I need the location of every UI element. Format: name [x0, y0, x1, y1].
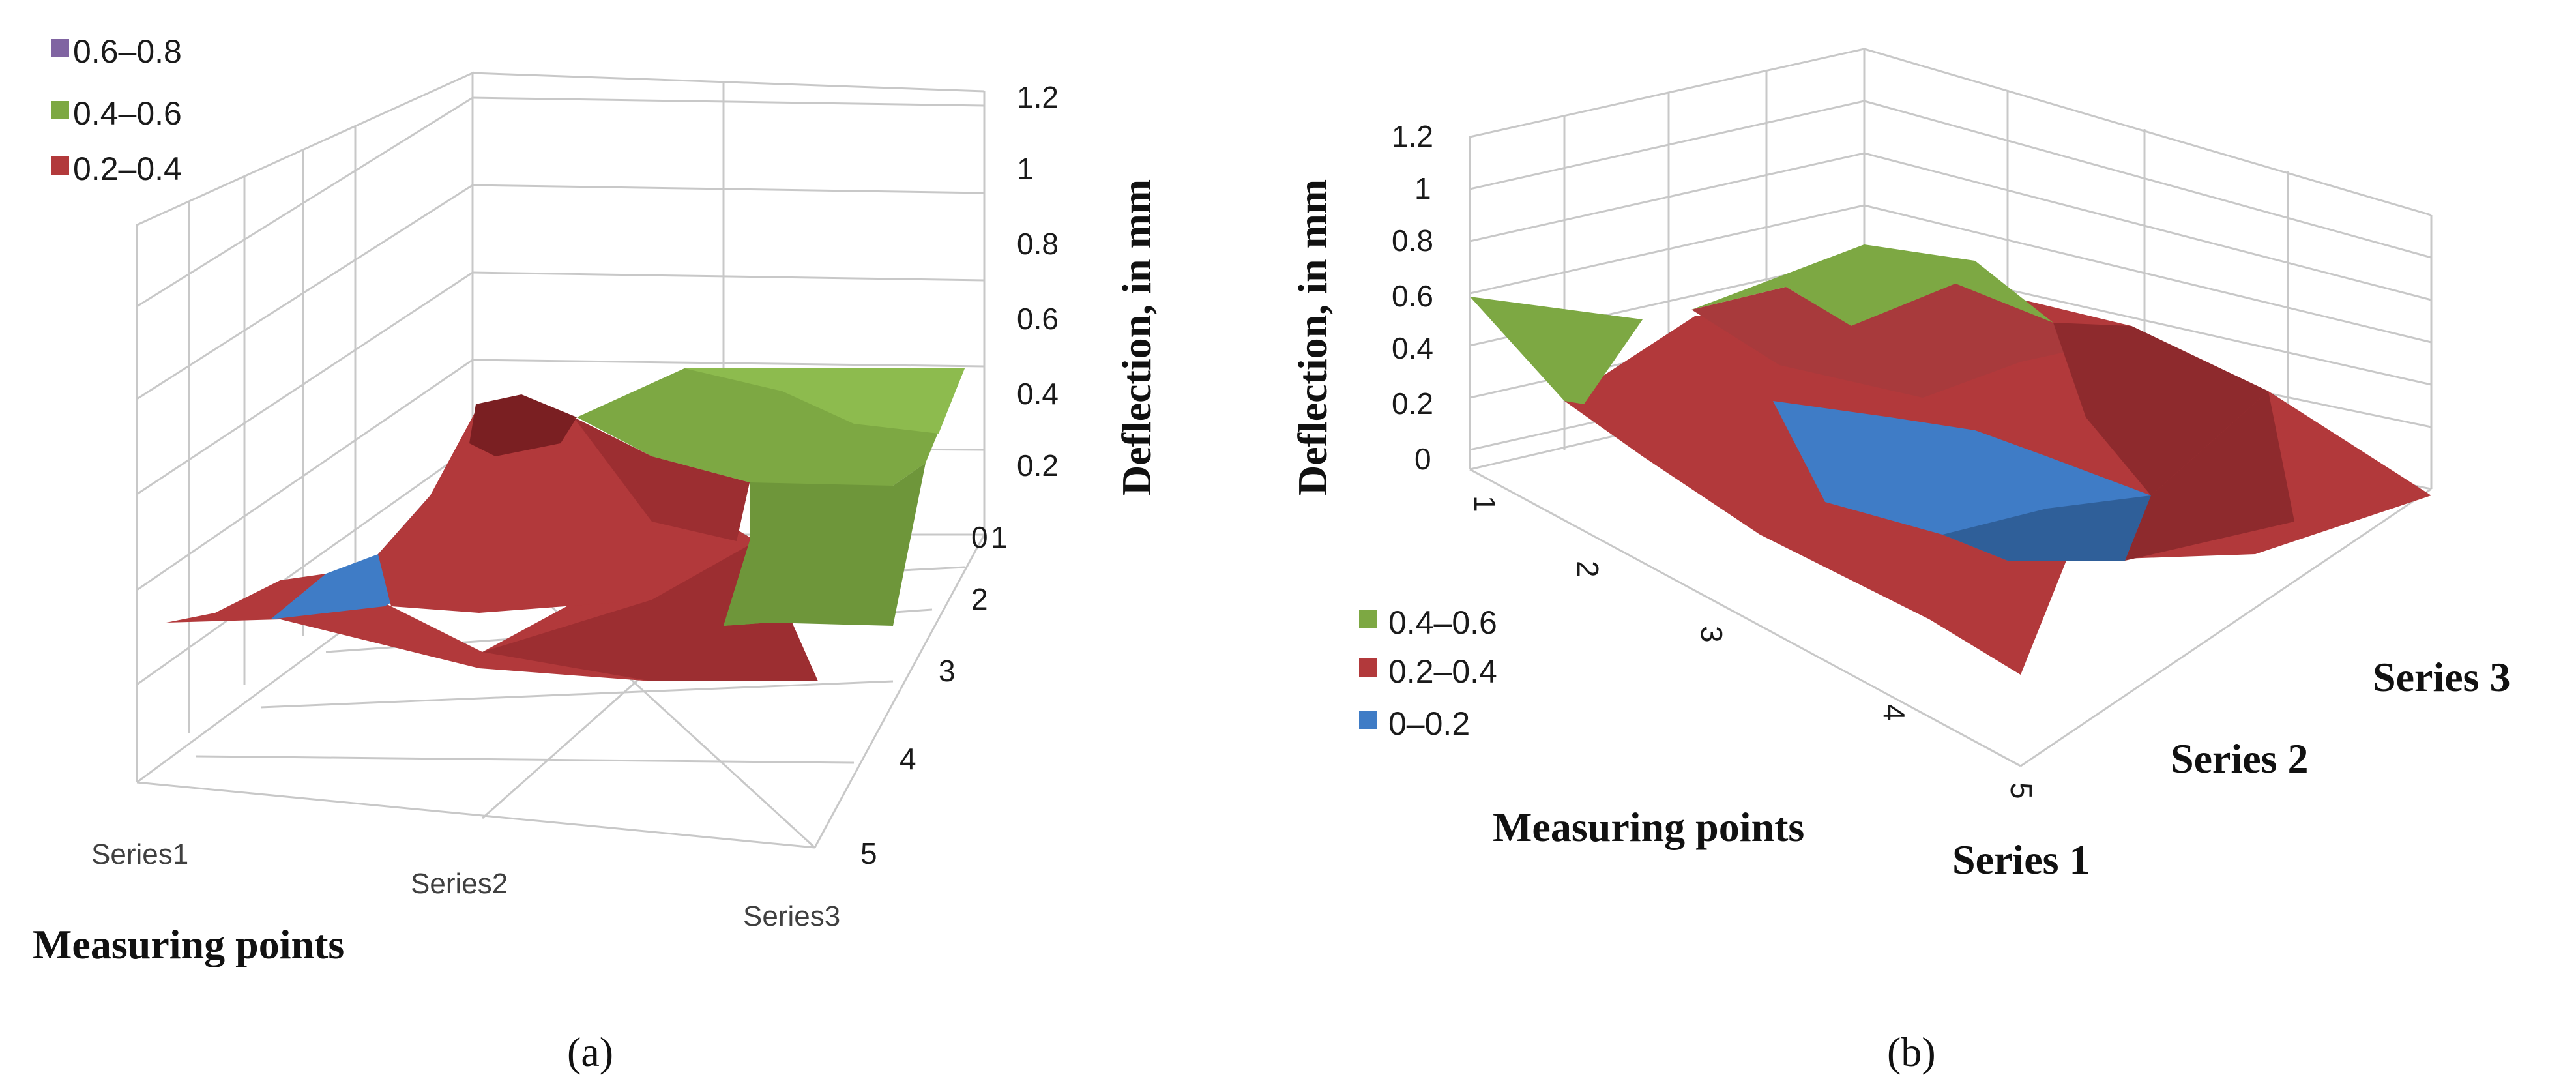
z-tick: 0.2 — [1392, 387, 1433, 421]
depth-tick: 1 — [1468, 495, 1502, 512]
legend-swatch-purple — [51, 39, 69, 57]
panel-a-legend-0: 0.6–0.8 — [73, 33, 182, 70]
depth-tick: 4 — [1877, 704, 1911, 721]
panel-a-surface — [166, 368, 965, 681]
category-label: Series 2 — [2171, 735, 2309, 782]
depth-tick: 3 — [1695, 626, 1729, 643]
panel-b-z-axis-title: Deflection, in mm — [1289, 179, 1336, 495]
z-tick: 0 — [1414, 442, 1431, 476]
z-tick: 0.8 — [1392, 224, 1433, 258]
panel-b-legend: 0.4–0.6 0.2–0.4 0–0.2 — [1359, 604, 1497, 742]
category-label: Series 3 — [2373, 654, 2511, 700]
panel-b-legend-0: 0.4–0.6 — [1388, 604, 1497, 641]
panel-a-z-axis-title: Deflection, in mm — [1113, 179, 1160, 495]
chart-panel-b: 0.4–0.6 0.2–0.4 0–0.2 1.2 1 0.8 0.6 0.4 … — [1289, 48, 2511, 1075]
depth-tick: 3 — [939, 654, 956, 688]
panel-a-category-labels: Series1 Series2 Series3 — [91, 838, 840, 932]
z-tick: 1.2 — [1017, 80, 1059, 114]
z-tick: 0 — [971, 520, 988, 554]
panel-b-depth-ticks: 1 2 3 4 5 — [1468, 495, 2038, 799]
category-label: Series 1 — [1952, 836, 2090, 883]
panel-a-legend-1: 0.4–0.6 — [73, 95, 182, 132]
depth-tick: 5 — [860, 836, 877, 870]
panel-b-legend-2: 0–0.2 — [1388, 705, 1470, 742]
panel-b-x-axis-title: Measuring points — [1493, 804, 1804, 850]
z-tick: 0.4 — [1392, 331, 1433, 365]
panel-a-caption: (a) — [567, 1029, 613, 1075]
category-label: Series1 — [91, 838, 188, 870]
depth-tick: 5 — [2004, 782, 2038, 799]
panel-a-x-axis-title: Measuring points — [33, 921, 344, 967]
legend-swatch-green — [51, 101, 69, 119]
legend-swatch-blue — [1359, 711, 1377, 729]
z-tick: 1 — [1017, 152, 1034, 186]
legend-swatch-green — [1359, 610, 1377, 628]
depth-tick: 1 — [991, 520, 1008, 554]
panel-a-z-ticks: 1.2 1 0.8 0.6 0.4 0.2 0 — [971, 80, 1059, 554]
z-tick: 0.2 — [1017, 449, 1059, 482]
z-tick: 0.4 — [1017, 377, 1059, 411]
panel-a-depth-ticks: 1 2 3 4 5 — [860, 520, 1008, 870]
panel-a-legend-2: 0.2–0.4 — [73, 151, 182, 187]
panel-b-caption: (b) — [1887, 1029, 1936, 1075]
z-tick: 0.6 — [1392, 279, 1433, 313]
category-label: Series2 — [411, 868, 508, 900]
panel-b-surface — [1470, 244, 2431, 675]
panel-b-category-labels: Series 1 Series 2 Series 3 — [1952, 654, 2511, 883]
panel-a-legend: 0.6–0.8 0.4–0.6 0.2–0.4 — [51, 33, 182, 187]
depth-tick: 2 — [1571, 561, 1605, 578]
panel-a-gridlines — [136, 71, 986, 849]
panel-b-z-ticks: 1.2 1 0.8 0.6 0.4 0.2 0 — [1392, 119, 1433, 476]
panel-b-legend-1: 0.2–0.4 — [1388, 653, 1497, 690]
z-tick: 1 — [1414, 171, 1431, 205]
legend-swatch-red — [51, 156, 69, 175]
legend-swatch-red — [1359, 658, 1377, 677]
category-label: Series3 — [743, 900, 840, 932]
z-tick: 0.6 — [1017, 302, 1059, 336]
depth-tick: 4 — [900, 742, 916, 776]
depth-tick: 2 — [971, 582, 988, 616]
z-tick: 1.2 — [1392, 119, 1433, 153]
chart-panel-a: 0.6–0.8 0.4–0.6 0.2–0.4 1.2 1 0.8 0.6 0.… — [33, 33, 1160, 1075]
z-tick: 0.8 — [1017, 227, 1059, 261]
